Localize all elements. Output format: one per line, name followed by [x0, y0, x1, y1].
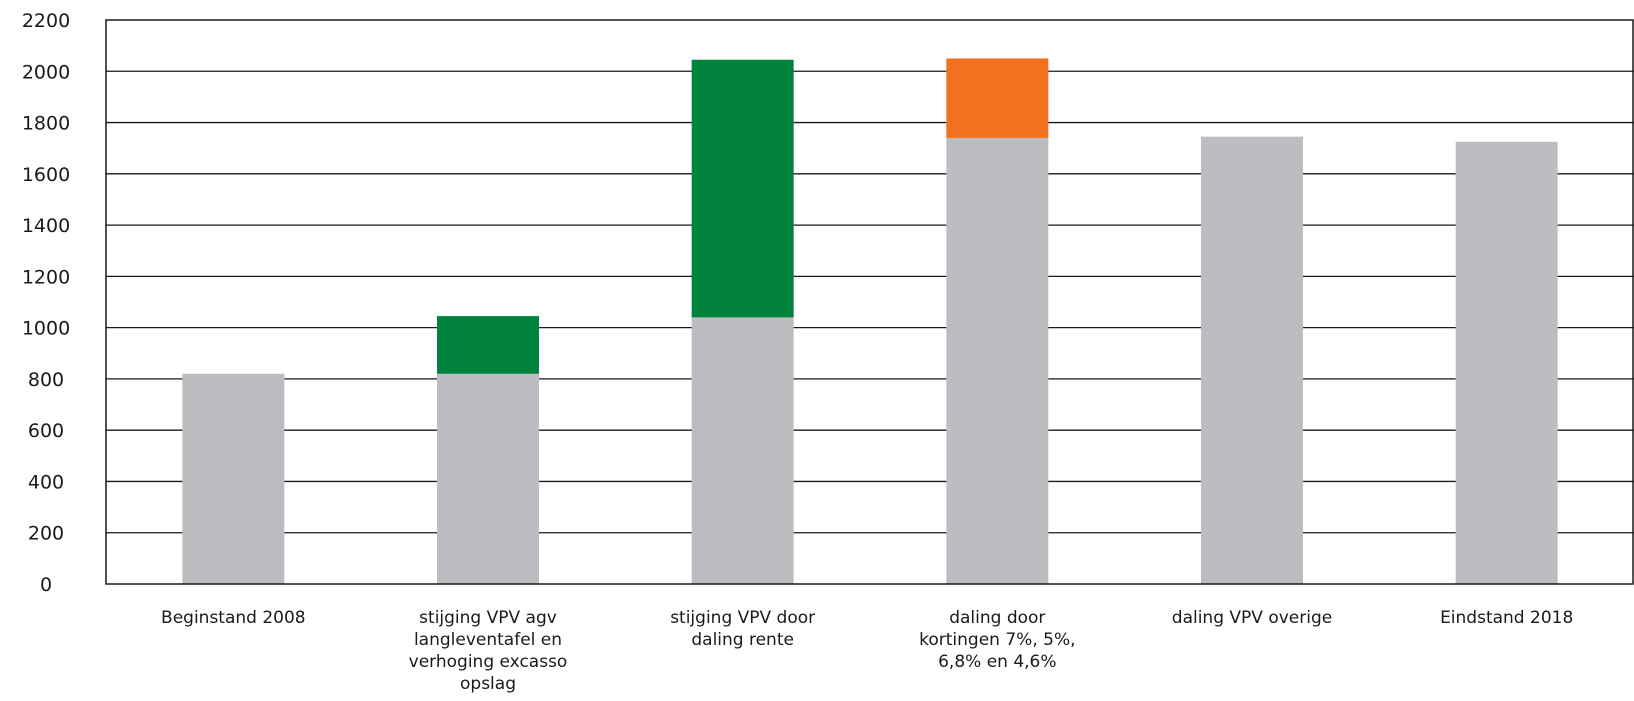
y-axis-ticks: 0 200 400 600 800 1000 1200 1400 1600 1800 2000 220…	[22, 10, 70, 596]
y-tick-label: 400	[28, 471, 64, 493]
y-tick-label: 2200	[22, 10, 70, 32]
y-tick-label: 600	[28, 420, 64, 442]
x-category-label: daling door kortingen 7%, 5%, 6,8% en 4,6%	[919, 608, 1075, 672]
y-tick-label: 1000	[22, 318, 70, 340]
y-tick-label: 800	[28, 369, 64, 391]
bar-segment	[691, 59, 794, 318]
y-tick-label: 1800	[22, 113, 70, 135]
y-tick-label: 1600	[22, 164, 70, 186]
y-tick-label: 1200	[22, 266, 70, 288]
x-category-label: stijging VPV agv langleventafel en verhogi…	[409, 608, 568, 694]
bar-segment	[1201, 136, 1303, 585]
x-category-label: Eindstand 2018	[1440, 608, 1573, 628]
bar-segment	[1455, 141, 1558, 585]
bars	[182, 58, 1558, 585]
bar-segment	[437, 373, 539, 584]
x-category-label: stijging VPV door daling rente	[670, 608, 815, 650]
x-category-label: daling VPV overige	[1172, 608, 1332, 628]
y-tick-label: 2000	[22, 61, 70, 83]
y-tick-label: 200	[28, 523, 64, 545]
x-axis-labels: Beginstand 2008 stijging VPV agv langleven…	[161, 608, 1573, 694]
gridlines	[106, 70, 1634, 534]
bar-segment	[691, 317, 794, 584]
bar-segment	[437, 316, 539, 374]
plot-border	[105, 19, 1634, 585]
y-tick-label: 0	[40, 574, 52, 596]
bar-segment	[946, 137, 1049, 584]
bar-segment	[946, 58, 1049, 138]
x-category-label: Beginstand 2008	[161, 608, 306, 628]
bar-segment	[182, 373, 285, 584]
plot-frame	[105, 19, 1634, 585]
y-tick-label: 1400	[22, 215, 70, 237]
